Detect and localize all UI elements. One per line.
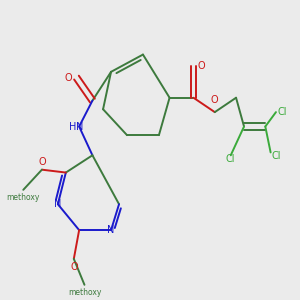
Text: Cl: Cl <box>226 154 236 164</box>
Text: Cl: Cl <box>272 151 281 161</box>
Text: N: N <box>76 122 84 131</box>
Text: methoxy: methoxy <box>68 288 101 297</box>
Text: O: O <box>65 73 73 82</box>
Text: N: N <box>54 199 61 209</box>
Text: methoxy: methoxy <box>7 193 40 202</box>
Text: O: O <box>38 157 46 167</box>
Text: H: H <box>69 122 76 131</box>
Text: Cl: Cl <box>277 107 287 117</box>
Text: N: N <box>107 225 115 235</box>
Text: O: O <box>211 95 219 105</box>
Text: O: O <box>198 61 206 71</box>
Text: O: O <box>70 262 78 272</box>
